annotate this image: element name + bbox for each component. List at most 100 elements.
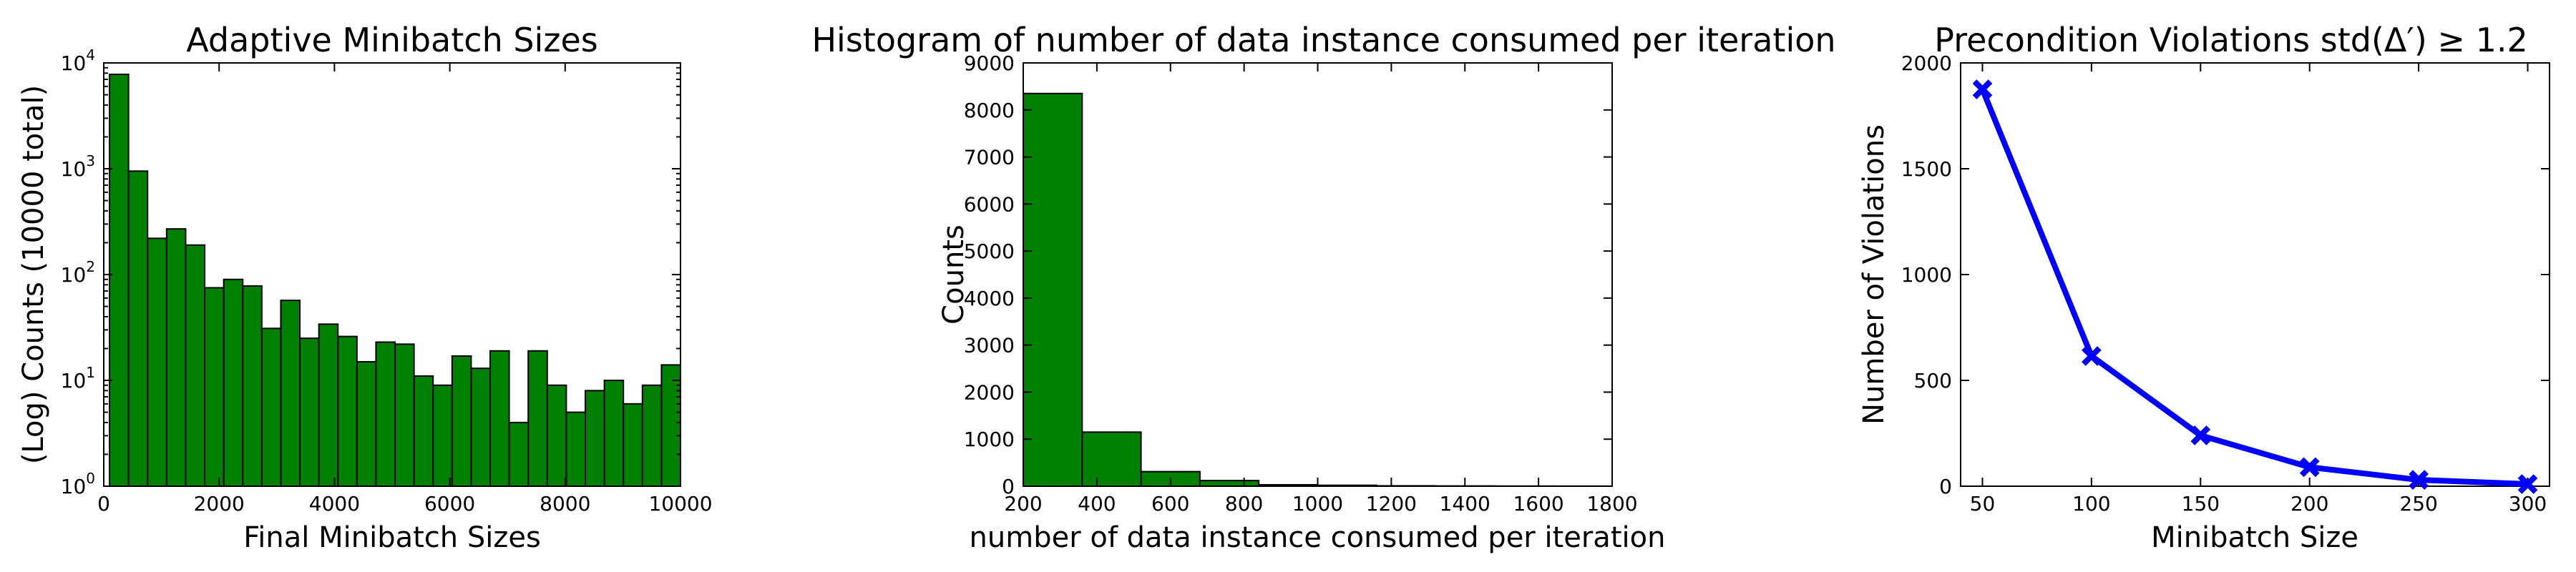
x-axis-label: Final Minibatch Sizes	[243, 521, 541, 554]
x-tick-label: 800	[1225, 492, 1263, 516]
histogram-bar	[223, 278, 244, 487]
histogram-bar	[508, 421, 530, 488]
histogram-bar	[242, 285, 263, 487]
x-tick-label: 250	[2399, 492, 2437, 516]
histogram-bar	[451, 355, 472, 487]
y-tick-label: 102	[61, 258, 95, 287]
data-point-marker	[2409, 470, 2429, 490]
x-tick-label: 6000	[424, 492, 475, 516]
y-tick-label: 0	[1939, 475, 1952, 498]
y-tick-label: 2000	[964, 380, 1015, 404]
y-tick-label: 3000	[964, 334, 1015, 358]
histogram-bar	[127, 170, 149, 487]
y-tick-label: 7000	[964, 146, 1015, 169]
data-point-marker	[2517, 474, 2538, 494]
y-tick-label: 0	[1002, 475, 1015, 498]
x-tick-label: 1600	[1513, 492, 1563, 516]
histogram-bar	[147, 237, 167, 487]
x-tick-label: 300	[2509, 492, 2547, 516]
histogram-bar	[165, 228, 187, 487]
chart-title: Histogram of number of data instance con…	[811, 21, 1835, 59]
histogram-bar	[1081, 431, 1142, 487]
histogram-bar	[185, 244, 206, 487]
x-tick-label: 50	[1970, 492, 1996, 516]
y-tick-label: 100	[61, 470, 95, 498]
histogram-bar	[470, 368, 492, 488]
y-tick-label: 8000	[964, 99, 1015, 122]
series-line	[1979, 88, 2528, 488]
y-tick-label: 2000	[1901, 51, 1952, 75]
y-tick-label: 5000	[964, 240, 1015, 263]
instance-count-histogram-panel: Histogram of number of data instance con…	[811, 21, 1835, 554]
y-axis: 0 500 1000 1500 2000	[1901, 51, 2550, 498]
histogram-bar	[1199, 480, 1260, 488]
series-group	[1972, 79, 2538, 494]
x-axis: 0 2000 4000 6000 8000 10000	[97, 63, 713, 516]
y-tick-label: 103	[61, 152, 95, 181]
y-axis-label: (Log) Counts (10000 total)	[17, 85, 50, 464]
y-tick-label: 500	[1914, 369, 1952, 393]
histogram-bar	[299, 337, 320, 488]
x-tick-label: 1400	[1440, 492, 1491, 516]
data-point-marker	[2082, 346, 2102, 366]
chart-title: Adaptive Minibatch Sizes	[186, 21, 598, 59]
x-tick-label: 2000	[194, 492, 245, 516]
x-axis: 50 100 150 200 250 300	[1970, 63, 2547, 516]
precondition-violations-panel: Precondition Violations std(Δ′) ≥ 1.2 50…	[1858, 21, 2550, 554]
y-tick-label: 6000	[964, 192, 1015, 216]
y-tick-label: 1000	[1901, 263, 1952, 287]
x-axis-label: number of data instance consumed per ite…	[970, 521, 1666, 554]
histogram-bar	[603, 380, 625, 487]
histogram-bar	[527, 350, 548, 488]
histogram-bar	[109, 73, 130, 488]
minibatch-size-histogram-panel: Adaptive Minibatch Sizes 0 2000 4000 6000 80…	[17, 21, 713, 554]
y-axis: 100 101 102 103 104	[61, 46, 680, 498]
histogram-bar	[489, 350, 510, 488]
x-tick-label: 1800	[1586, 492, 1637, 516]
histogram-bar	[641, 384, 663, 487]
histogram-bar	[204, 287, 225, 487]
x-tick-label: 10000	[648, 492, 712, 516]
x-tick-label: 600	[1151, 492, 1189, 516]
bar-group	[1023, 92, 1613, 488]
histogram-bar	[623, 403, 643, 487]
data-point-marker	[1972, 79, 1993, 99]
histogram-bar	[565, 411, 587, 487]
histogram-bar	[1023, 92, 1083, 487]
x-tick-label: 400	[1078, 492, 1116, 516]
data-point-marker	[2190, 425, 2211, 445]
data-point-marker	[2299, 457, 2320, 478]
plot-frame	[1960, 62, 2550, 487]
y-axis-label: Number of Violations	[1858, 124, 1890, 425]
y-axis: 0 1000 2000 3000 4000 5000 6000 7000 8000 9000	[964, 51, 1612, 498]
bar-group	[109, 73, 681, 488]
plot-frame	[1023, 62, 1613, 487]
y-tick-label: 4000	[964, 287, 1015, 310]
x-tick-label: 1000	[1292, 492, 1343, 516]
y-tick-label: 1500	[1901, 157, 1952, 181]
y-tick-label: 1000	[964, 428, 1015, 451]
histogram-bar	[394, 343, 415, 487]
histogram-bar	[356, 360, 377, 488]
x-tick-label: 8000	[540, 492, 590, 516]
y-axis-label: Counts	[937, 225, 970, 325]
x-tick-label: 100	[2072, 492, 2110, 516]
histogram-bar	[318, 323, 339, 487]
x-tick-label: 200	[1004, 492, 1042, 516]
histogram-bar	[337, 335, 358, 488]
y-tick-label: 101	[61, 364, 95, 393]
x-axis-label: Minibatch Size	[2151, 521, 2358, 554]
histogram-bar	[375, 341, 396, 488]
x-tick-label: 4000	[309, 492, 360, 516]
chart-title: Precondition Violations std(Δ′) ≥ 1.2	[1934, 21, 2527, 59]
x-tick-label: 200	[2290, 492, 2328, 516]
y-tick-label: 104	[61, 46, 95, 75]
x-tick-label: 150	[2182, 492, 2220, 516]
histogram-bar	[546, 384, 567, 487]
histogram-bar	[413, 375, 434, 488]
histogram-bar	[660, 364, 681, 487]
x-axis: 200 400 600 800 1000 1200 1400 1600 1800	[1004, 63, 1638, 516]
histogram-bar	[280, 300, 301, 487]
histogram-bar	[260, 327, 282, 487]
